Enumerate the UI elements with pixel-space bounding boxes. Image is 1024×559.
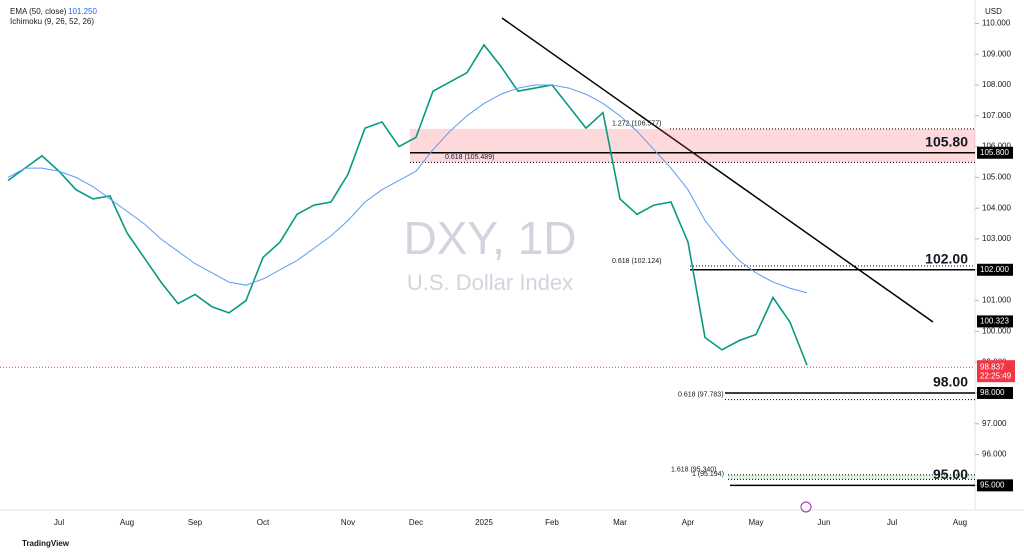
x-tick-label: Apr — [682, 518, 695, 527]
y-tick-label: 110.000 — [982, 19, 1011, 28]
last-price-box — [977, 360, 1015, 383]
fib-label: 1.272 (106.577) — [612, 121, 661, 128]
x-tick-label: Jun — [818, 518, 831, 527]
trendline — [501, 17, 934, 323]
watermark-description: U.S. Dollar Index — [407, 270, 573, 295]
x-tick-label: Aug — [120, 518, 134, 527]
countdown: 22:25:49 — [980, 371, 1012, 380]
axis-label: 98.000 — [980, 388, 1005, 397]
fib-label: 0.618 (102.124) — [612, 258, 661, 265]
y-tick-label: 103.000 — [982, 234, 1011, 243]
x-tick-label: Aug — [953, 518, 967, 527]
y-tick-label: 108.000 — [982, 80, 1011, 89]
ema-value: 101.250 — [68, 7, 97, 16]
last-price: 98.837 — [980, 362, 1005, 371]
level-label: 95.00 — [933, 466, 968, 482]
y-tick-label: 100.000 — [982, 326, 1011, 335]
axis-label: 102.000 — [980, 265, 1009, 274]
axis-label: 95.000 — [980, 480, 1005, 489]
y-tick-label: 107.000 — [982, 111, 1011, 120]
indicator-legend: Ichimoku (9, 26, 52, 26) — [10, 17, 94, 26]
fib-label: 0.618 (97.783) — [678, 391, 724, 398]
x-tick-label: Dec — [409, 518, 423, 527]
y-tick-label: 104.000 — [982, 203, 1011, 212]
x-tick-label: 2025 — [475, 518, 493, 527]
currency: USD — [985, 7, 1002, 16]
axis-label-box — [977, 263, 1013, 276]
y-tick-label: 97.000 — [982, 419, 1007, 428]
axis-label-box — [977, 146, 1013, 159]
fib-label: 1.618 (95.340) — [671, 467, 717, 474]
fib-label: 0.618 (105.489) — [445, 154, 494, 161]
indicator-legend: EMA (50, close) — [10, 7, 67, 16]
y-tick-label: 96.000 — [982, 450, 1007, 459]
y-tick-label: 106.000 — [982, 142, 1011, 151]
x-tick-label: Jul — [887, 518, 897, 527]
axis-label-box — [977, 315, 1013, 328]
x-tick-label: Nov — [341, 518, 355, 527]
ema-line — [7, 84, 808, 294]
level-label: 102.00 — [925, 250, 968, 266]
zone — [410, 128, 975, 163]
x-tick-label: Mar — [613, 518, 627, 527]
x-tick-label: Feb — [545, 518, 559, 527]
fib-label: 1 (95.194) — [692, 471, 724, 478]
price-line — [7, 43, 808, 366]
brand: TradingView — [22, 539, 70, 548]
x-tick-label: Oct — [257, 518, 270, 527]
axis-label-box — [977, 479, 1013, 492]
level-label: 98.00 — [933, 374, 968, 390]
x-tick-label: Jul — [54, 518, 64, 527]
y-tick-label: 101.000 — [982, 296, 1011, 305]
watermark-symbol: DXY, 1D — [403, 212, 576, 264]
axis-label: 105.800 — [980, 148, 1009, 157]
y-tick-label: 109.000 — [982, 49, 1011, 58]
x-tick-label: May — [748, 518, 763, 527]
x-tick-label: Sep — [188, 518, 203, 527]
y-tick-label: 105.000 — [982, 172, 1011, 181]
level-label: 105.80 — [925, 133, 968, 149]
event-icon — [800, 501, 812, 513]
axis-label-box — [977, 386, 1013, 399]
zone — [728, 474, 975, 480]
axis-label: 100.323 — [980, 317, 1009, 326]
